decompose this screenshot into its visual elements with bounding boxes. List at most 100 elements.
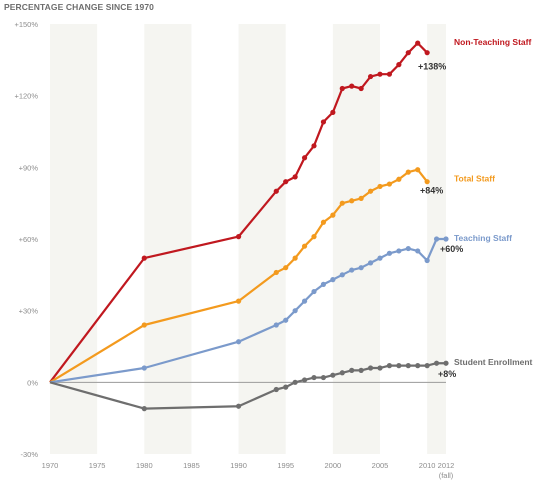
y-tick-label: +150% [14,20,38,29]
teaching-staff-point [330,277,336,283]
series-group [49,40,449,412]
teaching-staff-point [235,339,242,345]
x-tick-label: 1985 [183,461,200,470]
total-staff-point [292,255,298,261]
student-enrollment-point [405,363,411,369]
total-staff-point [377,183,383,190]
total-staff-point [141,322,147,328]
total-staff-point [396,176,402,182]
non-teaching-staff-label: Non-Teaching Staff [454,37,531,47]
student-enrollment-point [433,360,440,366]
y-tick-label: +120% [14,92,38,101]
teaching-staff-point [433,236,440,242]
non-teaching-staff-point [330,109,336,115]
y-axis-ticks: +150% +120% +90% +60% +30% 0% -30% [14,20,38,459]
chart-title: PERCENTAGE CHANGE SINCE 1970 [4,2,154,12]
x-tick-label: 2010 [419,461,436,470]
student-enrollment-end-value: +8% [438,369,456,379]
teaching-staff-point [424,257,430,264]
series-labels: Non-Teaching Staff +138% Total Staff +84% Te… [418,37,533,379]
teaching-staff-point [443,236,449,242]
teaching-staff-label: Teaching Staff [454,233,512,243]
non-teaching-staff-point [386,71,393,77]
teaching-staff-point [377,255,383,261]
x-tick-label: 2005 [372,461,389,470]
student-enrollment-point [311,374,317,381]
non-teaching-staff-point [141,255,147,261]
total-staff-point [311,234,317,240]
teaching-staff-point [367,260,374,266]
non-teaching-staff-point [320,119,327,125]
grid-bands [50,24,446,454]
student-enrollment-point [377,365,383,371]
teaching-staff-point [358,265,364,271]
non-teaching-staff-point [367,73,374,80]
total-staff-point [386,181,393,187]
student-enrollment-point [301,377,308,383]
x-tick-label: 1970 [42,461,59,470]
x-tick-label: 1995 [277,461,294,470]
non-teaching-staff-point [415,40,421,46]
student-enrollment-point [273,386,279,393]
student-enrollment-point [320,374,327,381]
teaching-staff-point [292,308,298,314]
x-tick-label: 2000 [325,461,342,470]
grid-band [144,24,192,454]
student-enrollment-point [330,372,336,378]
total-staff-point [330,212,336,218]
total-staff-point [283,265,289,271]
non-teaching-staff-point [377,71,383,77]
teaching-staff-point [273,322,279,328]
total-staff-label: Total Staff [454,174,495,184]
student-enrollment-point [283,384,289,390]
non-teaching-staff-point [273,188,279,194]
non-teaching-staff-point [349,83,355,89]
non-teaching-staff-point [301,155,308,161]
y-tick-label: +30% [19,307,39,316]
non-teaching-staff-point [235,234,242,240]
student-enrollment-point [424,363,430,369]
y-tick-label: +60% [19,235,39,244]
total-staff-point [349,198,355,204]
teaching-staff-point [349,267,355,273]
total-staff-point [367,188,374,194]
teaching-staff-point [339,272,345,278]
total-staff-point [273,269,279,276]
teaching-staff-point [386,250,393,256]
y-tick-label: -30% [20,450,38,459]
y-tick-label: +90% [19,163,39,172]
student-enrollment-point [415,363,421,369]
total-staff-point [301,243,308,249]
teaching-staff-end-value: +60% [440,244,463,254]
student-enrollment-point [396,363,402,369]
teaching-staff-point [141,365,147,371]
non-teaching-staff-point [283,179,289,185]
y-tick-label: 0% [27,378,38,387]
non-teaching-staff-point [405,50,411,56]
non-teaching-staff-point [358,85,364,92]
student-enrollment-point [367,365,374,371]
student-enrollment-line [49,362,446,410]
total-staff-point [405,169,411,175]
student-enrollment-point [386,363,393,369]
x-tick-label: 2012 [438,461,455,470]
total-staff-end-value: +84% [420,186,443,196]
teaching-staff-point [311,288,317,295]
total-staff-point [339,200,345,206]
teaching-staff-point [405,245,411,252]
student-enrollment-point [443,360,449,366]
teaching-staff-point [283,317,289,323]
x-tick-label: 1975 [89,461,106,470]
student-enrollment-point [349,367,355,373]
total-staff-point [415,167,421,173]
teaching-staff-point [301,298,308,304]
student-enrollment-point [235,403,242,409]
teaching-staff-line [49,237,446,384]
non-teaching-staff-point [311,143,317,149]
x-axis-ticks: 1970 1975 1980 1985 1990 1995 2000 2005 2010 2012… [42,461,455,480]
non-teaching-staff-end-value: +138% [418,62,446,72]
total-staff-point [320,219,327,225]
non-teaching-staff-point [292,174,298,180]
x-tick-note: (fall) [439,471,454,480]
